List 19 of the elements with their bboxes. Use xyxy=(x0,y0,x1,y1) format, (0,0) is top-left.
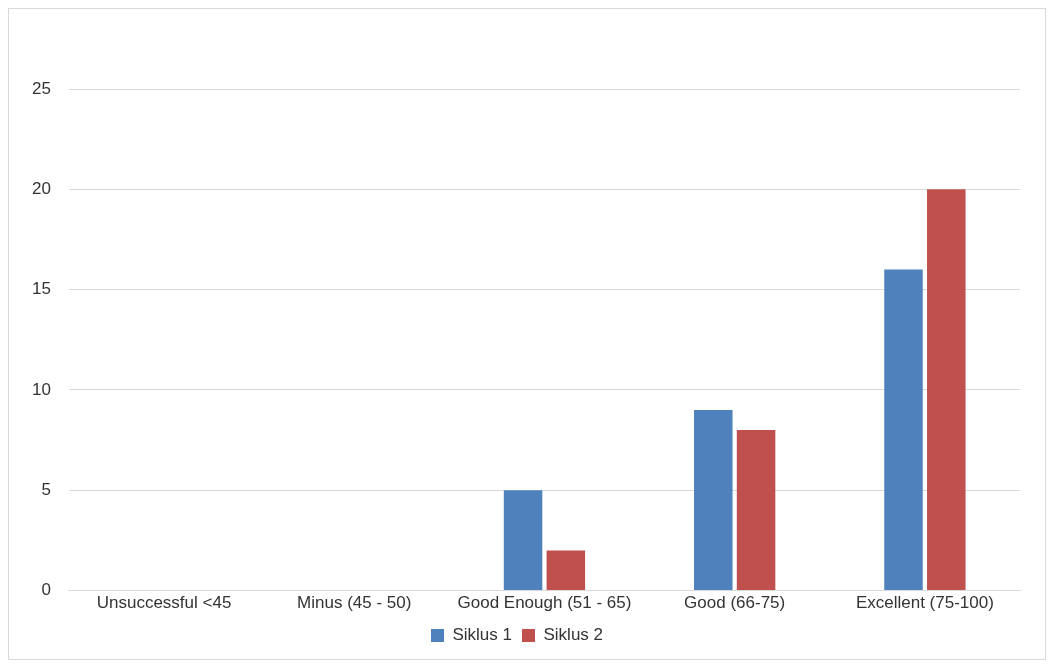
legend-label: Siklus 2 xyxy=(543,625,604,645)
bar xyxy=(694,410,733,591)
bar xyxy=(736,430,776,591)
y-tick-label: 10 xyxy=(31,379,51,399)
x-tick-label: Unsuccessful <45 xyxy=(96,593,232,613)
legend-label: Siklus 1 xyxy=(452,625,513,645)
bar xyxy=(503,490,543,591)
x-tick-label: Good (66-75) xyxy=(684,593,786,613)
bar xyxy=(927,189,966,591)
y-tick-label: 15 xyxy=(31,279,51,299)
y-tick-label: 20 xyxy=(31,179,51,199)
x-tick-label: Minus (45 - 50) xyxy=(297,593,412,613)
y-tick-label: 0 xyxy=(41,580,51,600)
bar xyxy=(884,269,923,591)
y-tick-label: 25 xyxy=(31,78,51,98)
x-tick-label: Excellent (75-100) xyxy=(855,593,994,613)
bar xyxy=(546,550,586,591)
y-tick-label: 5 xyxy=(41,479,51,499)
x-tick-label: Good Enough (51 - 65) xyxy=(457,593,632,613)
